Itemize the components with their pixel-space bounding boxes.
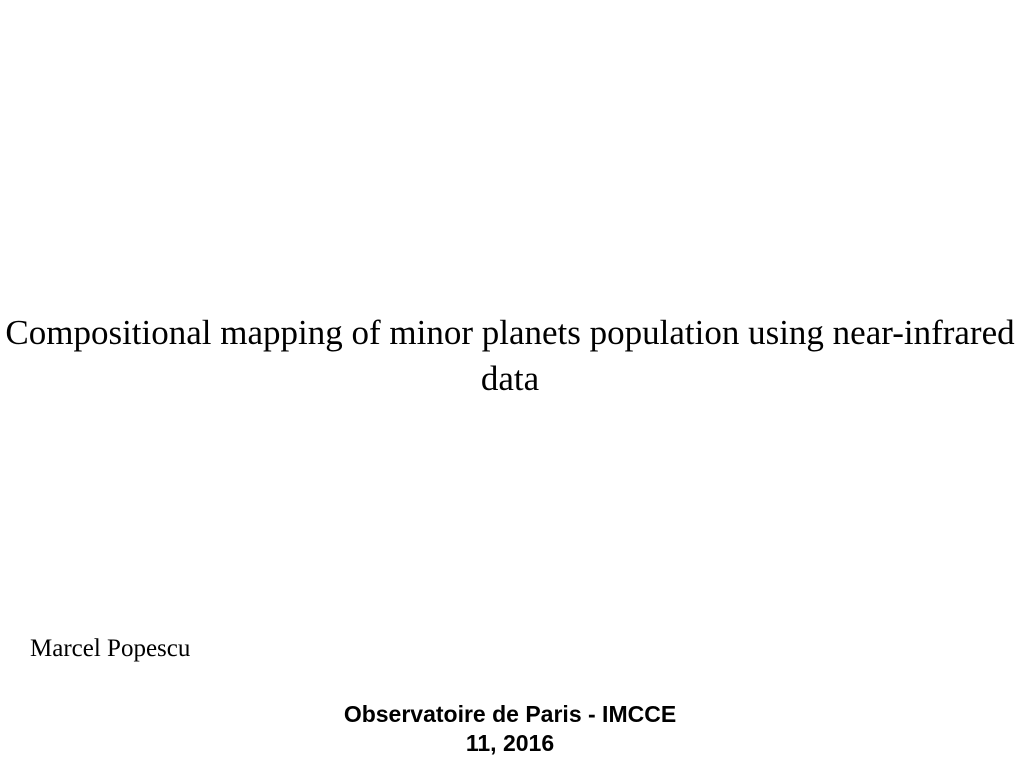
slide: Compositional mapping of minor planets p… [0,0,1020,764]
affiliation-line-1: Observatoire de Paris - IMCCE [0,700,1020,729]
slide-title: Compositional mapping of minor planets p… [0,310,1020,401]
slide-author: Marcel Popescu [30,635,190,663]
affiliation-line-2: 11, 2016 [0,729,1020,758]
slide-affiliation: Observatoire de Paris - IMCCE 11, 2016 [0,700,1020,758]
